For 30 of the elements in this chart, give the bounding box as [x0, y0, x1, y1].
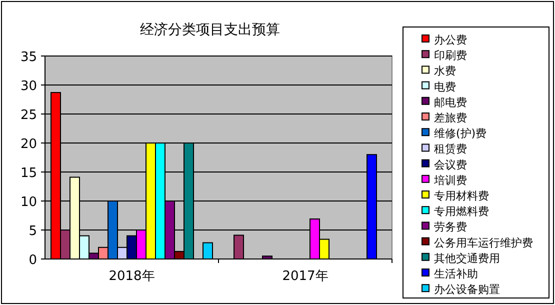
legend-label: 办公设备购置	[434, 283, 500, 296]
legend-label: 租赁费	[434, 142, 467, 156]
legend-label: 差旅费	[434, 112, 467, 124]
legend-label: 生活补助	[434, 268, 478, 280]
x-tick-label: 2017年	[282, 269, 328, 284]
legend-label: 办公费	[434, 34, 467, 46]
y-tick-label: 5	[28, 224, 37, 239]
x-tick-label: 2018年	[108, 269, 155, 284]
legend-label: 电费	[434, 80, 456, 94]
bar	[202, 242, 213, 260]
legend-label: 水费	[434, 64, 456, 78]
y-tick-label: 35	[20, 50, 37, 65]
legend-label: 会议费	[434, 158, 467, 172]
y-tick-label: 20	[20, 137, 37, 152]
y-tick-label: 15	[20, 166, 37, 181]
y-tick-label: 25	[20, 108, 37, 123]
legend-label: 印刷费	[434, 49, 467, 62]
bar	[234, 234, 244, 260]
legend-label: 公务用车运行维护费	[434, 236, 533, 250]
y-tick-label: 0	[28, 253, 37, 268]
legend-label: 专用材料费	[434, 190, 489, 202]
legend-label: 维修(护)费	[434, 127, 487, 140]
legend-label: 其他交通费用	[434, 252, 500, 265]
y-tick-label: 10	[20, 195, 37, 210]
legend-label: 劳务费	[434, 220, 467, 234]
legend-label: 培训费	[433, 174, 467, 187]
legend-label: 专用燃料费	[434, 205, 489, 218]
legend-label: 邮电费	[434, 96, 467, 109]
chart-title: 经济分类项目支出预算	[140, 22, 280, 38]
y-tick-label: 30	[20, 79, 37, 94]
